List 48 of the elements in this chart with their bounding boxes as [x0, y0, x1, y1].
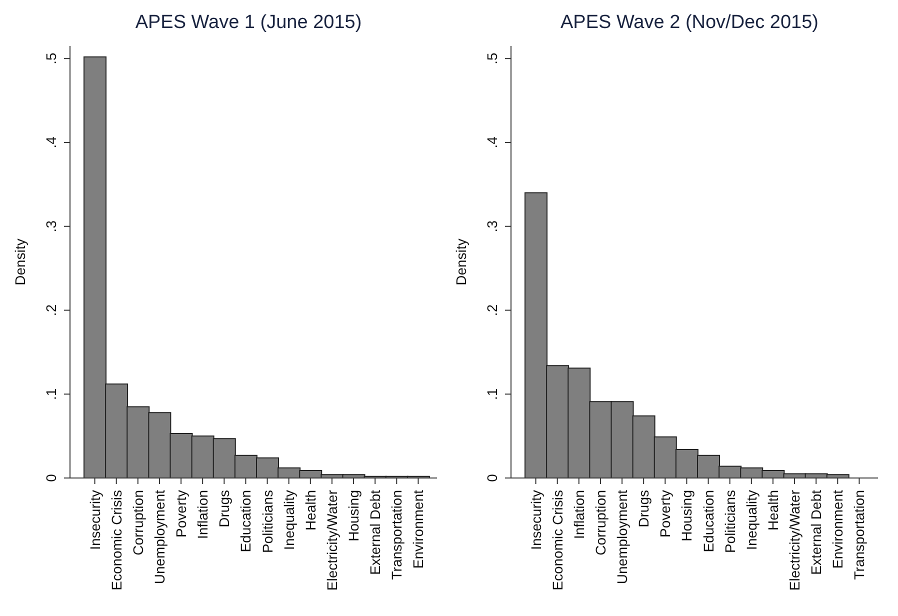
x-tick-label: Transportation [388, 490, 405, 580]
x-tick-label: Transportation [851, 490, 868, 580]
y-tick-label: .2 [43, 304, 59, 316]
y-tick-label: .4 [484, 136, 500, 148]
x-tick-label: Economic Crisis [108, 490, 124, 590]
x-tick-label: Economic Crisis [549, 490, 566, 590]
x-tick-label: Corruption [592, 490, 608, 556]
x-tick-label: Education [238, 490, 254, 552]
x-tick-label: Insecurity [86, 490, 103, 550]
x-tick-label: Health [302, 490, 318, 530]
x-tick-label: Insecurity [528, 490, 544, 550]
x-tick-label: Electricity/Water [324, 490, 340, 591]
y-tick-label: .1 [484, 388, 500, 400]
x-tick-label: Inequality [743, 490, 760, 550]
x-tick-label: Poverty [173, 490, 190, 538]
x-tick-label: Housing [346, 490, 362, 542]
x-tick-label: Politicians [722, 490, 738, 554]
chart-title: APES Wave 2 (Nov/Dec 2015) [559, 12, 820, 35]
y-tick-label: .1 [43, 388, 59, 400]
y-tick-label: .2 [484, 304, 500, 316]
x-tick-label: Electricity/Water [786, 490, 803, 591]
y-tick-label: 0 [484, 474, 500, 482]
x-tick-label: External Debt [367, 490, 384, 575]
x-tick-label: Unemployment [151, 490, 168, 584]
x-tick-label: Poverty [657, 490, 674, 538]
y-tick-label: .3 [43, 220, 59, 232]
x-tick-label: Corruption [130, 490, 146, 556]
x-tick-label: Education [700, 490, 716, 552]
y-tick-label: 0 [43, 474, 59, 482]
x-tick-label: Unemployment [614, 490, 630, 584]
y-axis-title: Density [12, 238, 28, 286]
x-tick-label: Inflation [194, 490, 211, 540]
y-tick-label: .3 [484, 220, 500, 232]
y-tick-label: .5 [43, 52, 59, 64]
x-tick-label: Health [764, 490, 781, 530]
x-tick-label: Environment [410, 490, 426, 569]
y-tick-label: .5 [484, 52, 500, 64]
x-tick-label: Inflation [570, 490, 587, 540]
x-tick-label: Environment [830, 490, 846, 569]
x-tick-label: Housing [678, 490, 695, 542]
x-tick-label: Drugs [216, 490, 232, 528]
x-tick-label: Politicians [259, 490, 276, 554]
y-axis-title: Density [452, 238, 469, 286]
x-tick-label: External Debt [808, 490, 824, 575]
x-tick-label: Drugs [636, 490, 652, 528]
chart-title: APES Wave 1 (June 2015) [134, 12, 363, 35]
y-tick-label: .4 [43, 136, 59, 148]
x-tick-label: Inequality [280, 490, 297, 550]
